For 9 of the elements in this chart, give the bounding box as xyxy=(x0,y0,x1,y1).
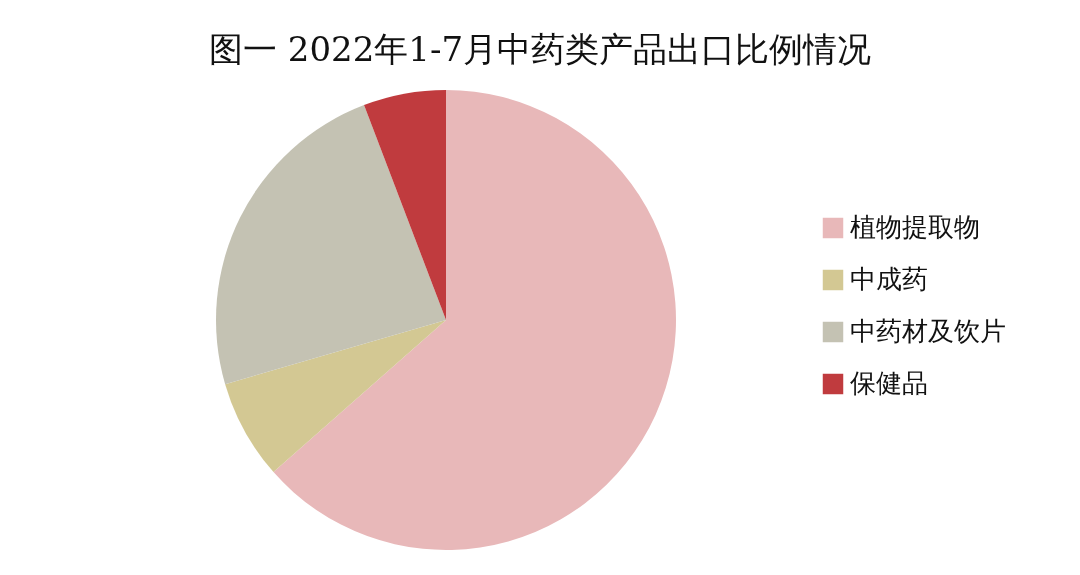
legend-label: 中成药 xyxy=(850,264,928,294)
pie-slice xyxy=(225,320,446,473)
pie-slice xyxy=(273,90,676,550)
legend-label: 中药材及饮片 xyxy=(850,316,1006,346)
chart-title: 图一 2022年1-7月中药类产品出口比例情况 xyxy=(208,29,872,69)
pie-slice xyxy=(364,90,446,320)
legend-label: 植物提取物 xyxy=(850,212,980,242)
pie-slice xyxy=(216,105,446,385)
legend-label: 保健品 xyxy=(850,368,928,398)
